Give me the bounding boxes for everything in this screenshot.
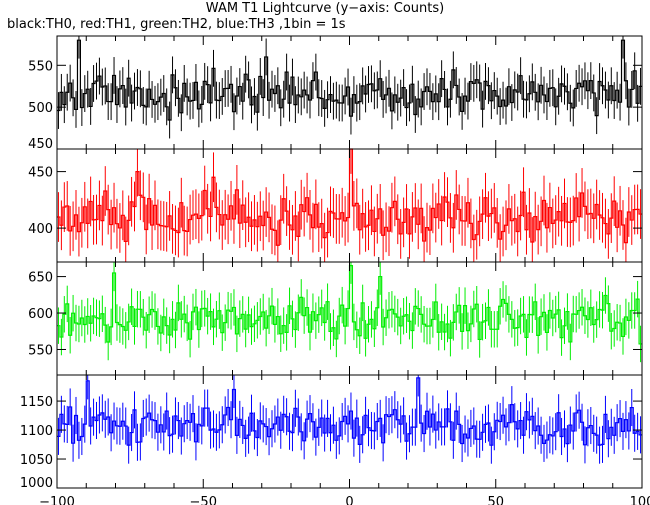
x-tick-label: −100: [39, 495, 75, 505]
y-tick-label: 650: [28, 271, 53, 286]
y-tick-label: 400: [28, 222, 53, 237]
y-tick-label: 600: [28, 307, 53, 322]
x-tick-label: 50: [487, 495, 504, 505]
x-axis: −100 −50 0 50 100: [39, 495, 650, 505]
lightcurve-th1: [57, 148, 642, 246]
y-tick-label: 1150: [20, 395, 53, 410]
lightcurve-th0: [57, 39, 642, 121]
y-tick-label: 1000: [20, 476, 53, 491]
lightcurve-th3: [57, 377, 642, 446]
y-tick-label: 1100: [20, 424, 53, 439]
x-tick-label: 0: [345, 495, 353, 505]
y-tick-label: 550: [28, 343, 53, 358]
panel-th3: 1000 1050 1100 1150: [20, 374, 643, 491]
y-tick-label: 550: [28, 59, 53, 74]
panel-th0: 450 500 550: [28, 35, 643, 152]
y-tick-label: 450: [28, 137, 53, 152]
lightcurve-th2: [57, 265, 642, 345]
x-tick-label: 100: [630, 495, 650, 505]
panel-th1: 400 450: [28, 148, 643, 263]
panel-th2: 550 600 650: [28, 261, 643, 376]
chart-subtitle: black:TH0, red:TH1, green:TH2, blue:TH3 …: [7, 17, 346, 32]
panels: 450 500 550 400 450 550 600 650 1000 1050 1100 1150: [20, 35, 643, 491]
y-tick-label: 1050: [20, 453, 53, 468]
chart-title: WAM T1 Lightcurve (y−axis: Counts): [206, 1, 444, 16]
y-tick-label: 450: [28, 166, 53, 181]
y-tick-label: 500: [28, 101, 53, 116]
x-tick-label: −50: [190, 495, 217, 505]
